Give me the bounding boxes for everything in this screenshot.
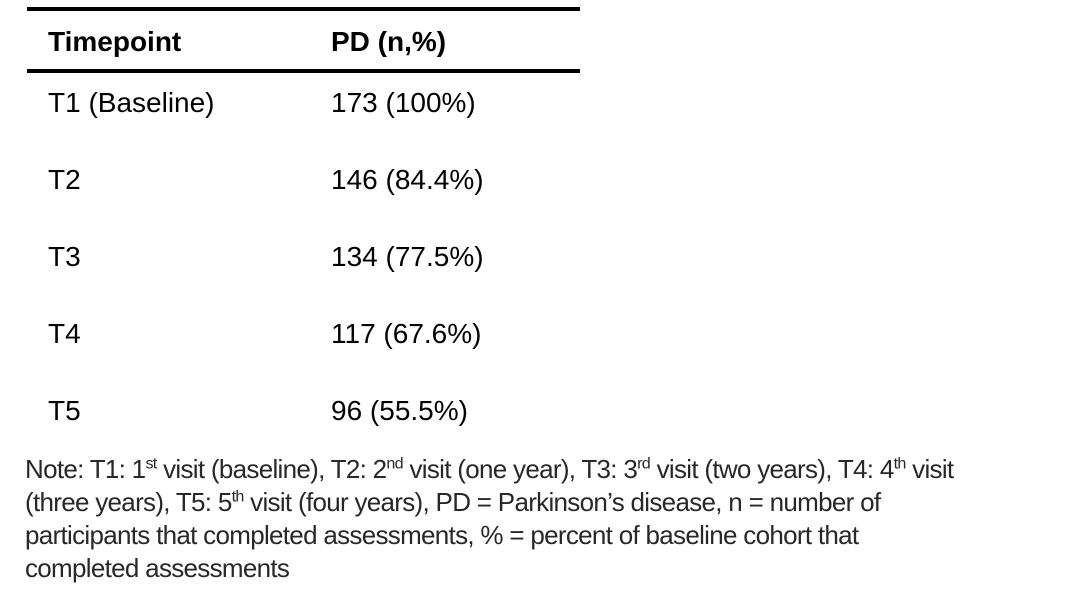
note-text: (three years), T5: 5: [25, 487, 232, 517]
timepoint-cell: T3: [48, 241, 81, 272]
ordinal-superscript: nd: [386, 454, 403, 473]
table-header: Timepoint PD (n,%): [27, 9, 580, 73]
header-row: Timepoint PD (n,%): [27, 9, 580, 73]
table-row: T3 134 (77.5%): [27, 219, 580, 296]
ordinal-superscript: th: [231, 487, 245, 506]
timepoint-cell: T2: [48, 164, 81, 195]
note-text: visit (baseline), T2: 2: [156, 454, 387, 484]
note-line-4: completed assessments: [25, 552, 1073, 585]
timepoint-cell: T5: [48, 395, 81, 426]
attrition-table-page: Timepoint PD (n,%) T1 (Baseline) 173 (10…: [0, 7, 1073, 585]
note-line-2: (three years), T5: 5th visit (four years…: [25, 486, 1073, 519]
ordinal-superscript: st: [145, 454, 157, 473]
note-line-1: Note: T1: 1st visit (baseline), T2: 2nd …: [25, 453, 1073, 486]
table-row: T5 96 (55.5%): [27, 373, 580, 450]
table-note: Note: T1: 1st visit (baseline), T2: 2nd …: [25, 453, 1073, 585]
timepoint-cell: T4: [48, 318, 81, 349]
table-row: T1 (Baseline) 173 (100%): [27, 71, 580, 142]
value-cell: 134 (77.5%): [331, 241, 484, 272]
value-cell: 146 (84.4%): [331, 164, 484, 195]
table-body: T1 (Baseline) 173 (100%) T2 146 (84.4%) …: [27, 71, 580, 450]
note-text: visit: [905, 454, 954, 484]
note-text: visit (four years), PD = Parkinson’s dis…: [243, 487, 881, 517]
table-row: T2 146 (84.4%): [27, 142, 580, 219]
value-cell: 173 (100%): [331, 87, 476, 118]
value-cell: 96 (55.5%): [331, 395, 468, 426]
note-text: participants that completed assessments,…: [25, 520, 859, 550]
col-header-timepoint: Timepoint: [27, 9, 310, 73]
ordinal-superscript: th: [893, 454, 907, 473]
note-text: visit (two years), T4: 4: [650, 454, 895, 484]
note-text: Note: T1: 1: [25, 454, 146, 484]
note-text: completed assessments: [25, 553, 290, 583]
note-text: visit (one year), T3: 3: [402, 454, 638, 484]
value-cell: 117 (67.6%): [331, 318, 482, 349]
col-header-pd-n-percent: PD (n,%): [310, 9, 580, 73]
note-line-3: participants that completed assessments,…: [25, 519, 1073, 552]
attrition-table: Timepoint PD (n,%) T1 (Baseline) 173 (10…: [27, 7, 580, 450]
ordinal-superscript: rd: [637, 454, 651, 473]
timepoint-cell: T1 (Baseline): [48, 87, 215, 118]
table-row: T4 117 (67.6%): [27, 296, 580, 373]
